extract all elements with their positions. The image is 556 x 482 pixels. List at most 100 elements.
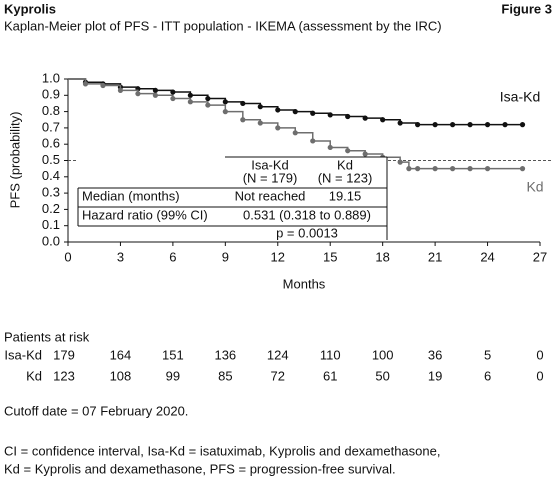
risk-count: 179 <box>53 347 75 362</box>
censor-mark <box>484 122 491 128</box>
censor-mark <box>327 144 333 151</box>
x-tick-label: 21 <box>428 249 442 264</box>
y-axis-label: PFS (probability) <box>7 112 22 209</box>
censor-mark <box>327 112 333 118</box>
table-cell: Not reached <box>235 188 306 203</box>
table-cell: Hazard ratio (99% CI) <box>82 207 208 222</box>
footnote: Cutoff date = 07 February 2020. <box>4 403 188 418</box>
x-tick-label: 0 <box>64 249 71 264</box>
risk-count: 124 <box>267 347 289 362</box>
km-curve <box>68 78 523 126</box>
censor-mark <box>432 122 438 128</box>
table-cell: Median (months) <box>82 188 180 203</box>
table-bg <box>78 157 387 241</box>
censor-mark <box>415 122 421 128</box>
risk-count: 164 <box>110 347 132 362</box>
risk-count: 5 <box>484 347 491 362</box>
risk-count: 123 <box>53 368 75 383</box>
censor-mark <box>449 166 456 172</box>
censor-mark <box>432 166 438 172</box>
risk-count: 19 <box>428 368 442 383</box>
censor-mark <box>362 151 368 157</box>
x-tick-label: 24 <box>480 249 494 264</box>
risk-count: 50 <box>375 368 389 383</box>
risk-count: 151 <box>162 347 184 362</box>
table-header: Isa-Kd <box>251 157 289 172</box>
x-tick-label: 18 <box>375 249 389 264</box>
y-tick-label: 0.8 <box>42 103 60 118</box>
x-tick-label: 3 <box>117 249 124 264</box>
censor-mark <box>82 81 89 87</box>
brand: Kyprolis <box>4 1 56 16</box>
censor-mark <box>310 110 316 116</box>
censor-mark <box>170 95 176 102</box>
y-tick-label: 0.4 <box>42 168 60 183</box>
y-tick-label: 0.1 <box>42 217 60 232</box>
censor-mark <box>502 122 508 128</box>
censor-mark <box>187 99 193 105</box>
table-cell: p = 0.0013 <box>276 225 338 240</box>
censor-mark <box>519 122 526 128</box>
footnote: Kd = Kyprolis and dexamethasone, PFS = p… <box>4 461 396 476</box>
censor-mark <box>100 82 106 89</box>
risk-count: 85 <box>218 368 232 383</box>
censor-mark <box>257 120 263 126</box>
censor-mark <box>240 117 246 123</box>
censor-mark <box>257 104 263 110</box>
censor-mark <box>467 166 473 172</box>
censor-mark <box>187 92 193 98</box>
y-tick-label: 0.5 <box>42 152 60 167</box>
censor-mark <box>484 166 491 172</box>
risk-count: 108 <box>110 368 132 383</box>
risk-count: 36 <box>428 347 442 362</box>
x-tick-label: 9 <box>222 249 229 264</box>
y-tick-label: 1.0 <box>42 70 60 85</box>
risk-row-name: Kd <box>26 368 42 383</box>
footnote: CI = confidence interval, Isa-Kd = isatu… <box>4 443 440 458</box>
censor-mark <box>135 91 141 97</box>
censor-mark <box>406 166 412 172</box>
x-axis-label: Months <box>283 276 326 291</box>
series-label: Isa-Kd <box>500 89 540 105</box>
table-header: Kd <box>337 157 353 172</box>
censor-mark <box>117 87 124 94</box>
risk-row-name: Isa-Kd <box>4 347 42 362</box>
risk-count: 61 <box>323 368 337 383</box>
risk-count: 0 <box>536 347 543 362</box>
censor-mark <box>240 100 246 107</box>
censor-mark <box>170 89 176 95</box>
figure-label: Figure 3 <box>501 1 552 16</box>
censor-mark <box>345 113 351 120</box>
y-tick-label: 0.2 <box>42 201 60 216</box>
censor-mark <box>310 138 316 144</box>
censor-mark <box>205 95 211 102</box>
censor-mark <box>152 92 159 98</box>
censor-mark <box>380 117 386 123</box>
series-label: Kd <box>526 179 543 195</box>
censor-mark <box>205 102 211 108</box>
x-tick-label: 27 <box>533 249 547 264</box>
y-tick-label: 0.7 <box>42 119 60 134</box>
x-tick-label: 12 <box>271 249 285 264</box>
x-tick-label: 6 <box>169 249 176 264</box>
censor-mark <box>449 122 456 128</box>
y-tick-label: 0.9 <box>42 87 60 102</box>
censor-mark <box>519 166 526 172</box>
censor-mark <box>397 120 403 126</box>
risk-count: 72 <box>271 368 285 383</box>
risk-count: 110 <box>320 347 341 362</box>
censor-mark <box>292 109 298 115</box>
censor-mark <box>362 115 368 121</box>
censor-mark <box>222 109 228 115</box>
censor-mark <box>222 99 228 105</box>
y-tick-label: 0.0 <box>42 233 60 248</box>
censor-mark <box>345 148 351 154</box>
x-tick-label: 15 <box>323 249 337 264</box>
risk-count: 0 <box>536 368 543 383</box>
table-cell: 0.531 (0.318 to 0.889) <box>243 207 371 222</box>
censor-mark <box>467 122 473 128</box>
table-cell: 19.15 <box>329 188 362 203</box>
risk-count: 100 <box>372 347 394 362</box>
censor-mark <box>275 125 281 131</box>
